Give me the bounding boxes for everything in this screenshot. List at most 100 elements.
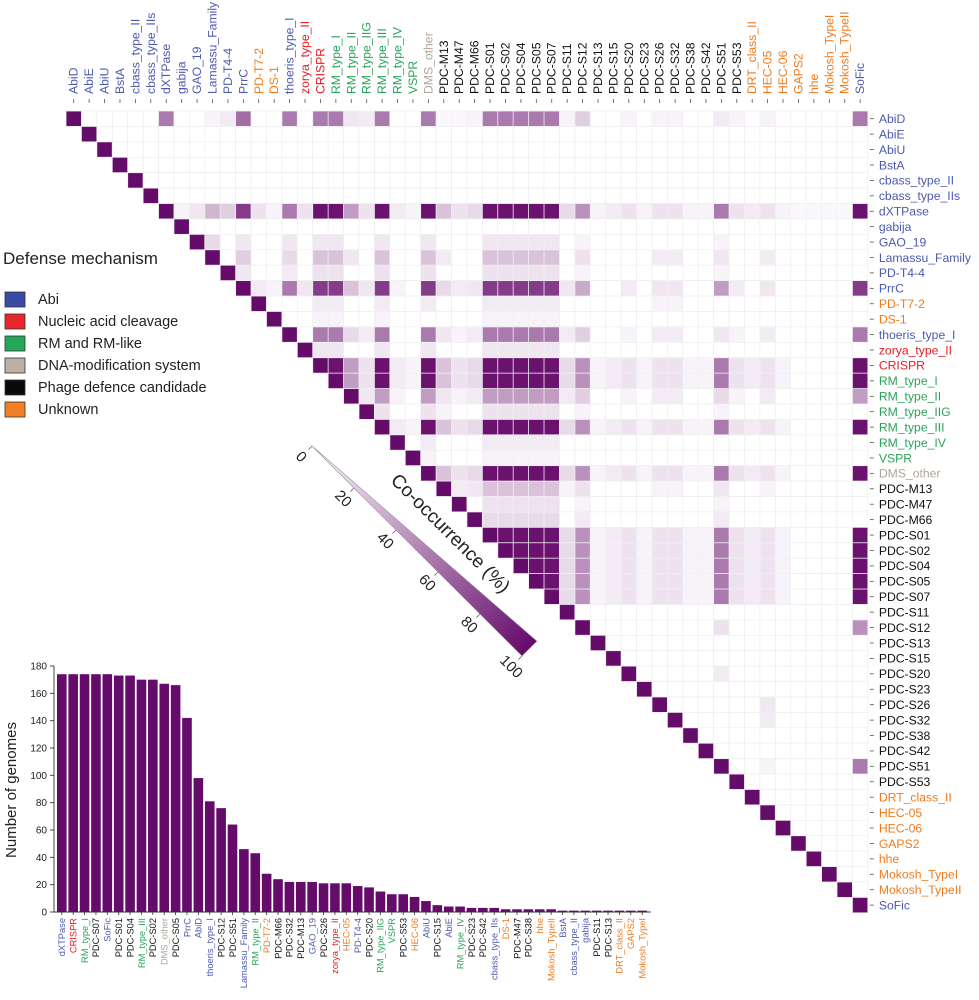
heatmap-cell-dXTPase-PDC-S23 [636, 203, 652, 219]
heatmap-cell-bg [127, 141, 144, 158]
heatmap-cell-bg [589, 604, 607, 621]
heatmap-cell-bg [636, 264, 653, 281]
heatmap-cell-PDC-S01-PDC-S23 [636, 527, 652, 543]
heatmap-cell-PD-T7-2-PDC-S04 [513, 296, 529, 312]
heatmap-cell-bg [605, 126, 622, 143]
heatmap-cell-VSPR-PDC-S05 [529, 450, 544, 466]
heatmap-cell-bg [790, 249, 807, 266]
heatmap-cell-PDC-S32-HEC-05 [760, 712, 775, 728]
heatmap-cell-bg [574, 604, 591, 621]
heatmap-cell-PDC-S05-SoFic [852, 574, 868, 589]
heatmap-cell-PDC-S04-PDC-S07 [544, 558, 560, 574]
heatmap-cell-bg [636, 218, 653, 235]
bar-x-label-PD-T4-4: PD-T4-4 [353, 918, 363, 953]
heatmap-cell-bg [389, 264, 406, 281]
heatmap-cell-PDC-S53-PDC-S53 [729, 774, 745, 790]
heatmap-cell-dXTPase-Lamassu_Family [205, 203, 220, 219]
heatmap-cell-RM_type_I-PDC-S38 [683, 373, 698, 389]
heatmap-cell-bg [805, 665, 822, 682]
heatmap-cell-Lamassu_Family-PDC-S04 [513, 250, 529, 265]
heatmap-cell-bg [790, 773, 807, 790]
bar-x-label-SoFic: SoFic [103, 918, 113, 942]
heatmap-cell-bg [836, 172, 853, 189]
heatmap-cell-PDC-M13-PDC-S51 [714, 481, 729, 497]
heatmap-cell-bg [836, 773, 853, 790]
heatmap-cell-PDC-S02-PDC-S26 [652, 543, 667, 558]
heatmap-cell-bg [728, 681, 745, 698]
column-label-PDC-S12: PDC-S12 [576, 42, 590, 94]
heatmap-cell-bg [728, 449, 745, 466]
heatmap-cell-bg [852, 727, 869, 744]
heatmap-cell-bg [852, 311, 869, 328]
heatmap-cell-bg [651, 496, 668, 513]
heatmap-cell-bg [805, 372, 822, 389]
heatmap-cell-DMS_other-PDC-S04 [513, 466, 529, 481]
heatmap-cell-bg [836, 758, 853, 775]
bar-CRISPR [68, 674, 78, 912]
column-label-gabija: gabija [175, 61, 189, 94]
bar-GAPS2 [626, 910, 636, 912]
row-label-SoFic: SoFic [879, 898, 910, 912]
heatmap-cell-bg [682, 403, 699, 420]
heatmap-cell-DMS_other-PDC-S42 [698, 466, 714, 481]
heatmap-cell-bg [451, 434, 468, 451]
heatmap-cell-bg [744, 110, 761, 127]
heatmap-cell-bg [744, 326, 761, 343]
heatmap-cell-RM_type_III-PDC-M13 [436, 419, 452, 435]
heatmap-cell-bg [636, 249, 653, 266]
heatmap-cell-bg [744, 295, 761, 312]
column-label-PDC-S02: PDC-S02 [498, 42, 512, 94]
heatmap-cell-bg [697, 434, 714, 451]
heatmap-cell-PrrC-PDC-S02 [498, 281, 513, 296]
heatmap-cell-bg [682, 110, 699, 127]
heatmap-cell-bg [697, 511, 714, 528]
bar-x-label-PDC-S26: PDC-S26 [319, 918, 329, 957]
heatmap-cell-bg [559, 218, 576, 235]
heatmap-cell-bg [852, 712, 869, 729]
column-label-thoeris_type_I: thoeris_type_I [283, 17, 297, 94]
heatmap-cell-bg [189, 110, 206, 127]
heatmap-cell-bg [744, 496, 761, 513]
heatmap-cell-PDC-S04-PDC-S53 [729, 558, 745, 574]
heatmap-cell-bg [482, 156, 499, 173]
heatmap-cell-bg [805, 742, 822, 759]
bar-PDC-S38 [523, 909, 534, 912]
heatmap-cell-bg [790, 234, 807, 251]
heatmap-cell-bg [482, 187, 499, 204]
heatmap-cell-bg [250, 187, 267, 204]
heatmap-cell-Lamassu_Family-PrrC [236, 250, 251, 265]
heatmap-cell-bg [821, 850, 838, 867]
heatmap-cell-bg [775, 234, 792, 251]
bar-x-label-PD-T7-2: PD-T7-2 [262, 918, 272, 953]
heatmap-cell-bg [821, 311, 838, 328]
heatmap-cell-PDC-S02-PDC-S23 [636, 543, 652, 558]
heatmap-cell-CRISPR-PDC-S12 [575, 358, 590, 373]
heatmap-cell-bg [775, 187, 792, 204]
heatmap-cell-bg [219, 249, 236, 266]
heatmap-cell-RM_type_I-PDC-S51 [714, 373, 729, 389]
bar-PDC-M47 [512, 909, 522, 912]
row-label-AbiU: AbiU [879, 143, 905, 157]
heatmap-cell-PDC-S02-PDC-S02 [498, 543, 513, 558]
heatmap-cell-CRISPR-PDC-S02 [498, 358, 513, 373]
row-label-RM_type_I: RM_type_I [879, 374, 938, 388]
heatmap-cell-bg [281, 156, 298, 173]
heatmap-cell-PDC-S04-DRT_class_II [744, 558, 760, 574]
heatmap-cell-bg [420, 156, 437, 173]
colorbar-tick-mark [350, 487, 355, 492]
heatmap-cell-hhe-hhe [806, 851, 822, 867]
column-label-PDC-S32: PDC-S32 [668, 42, 682, 94]
heatmap-cell-bg [389, 126, 406, 143]
heatmap-cell-bg [821, 604, 838, 621]
heatmap-cell-dXTPase-PDC-S20 [621, 203, 637, 219]
heatmap-cell-CRISPR-PDC-S01 [482, 358, 498, 373]
heatmap-cell-bg [435, 295, 452, 312]
heatmap-cell-bg [728, 634, 745, 652]
heatmap-cell-bg [420, 187, 437, 204]
heatmap-cell-PDC-S02-PDC-S38 [683, 543, 698, 558]
heatmap-cell-bg [821, 835, 838, 852]
heatmap-cell-bg [728, 619, 745, 636]
heatmap-cell-bg [435, 172, 452, 189]
bar-y-tick-label: 60 [36, 826, 48, 837]
heatmap-cell-bg [805, 681, 822, 698]
